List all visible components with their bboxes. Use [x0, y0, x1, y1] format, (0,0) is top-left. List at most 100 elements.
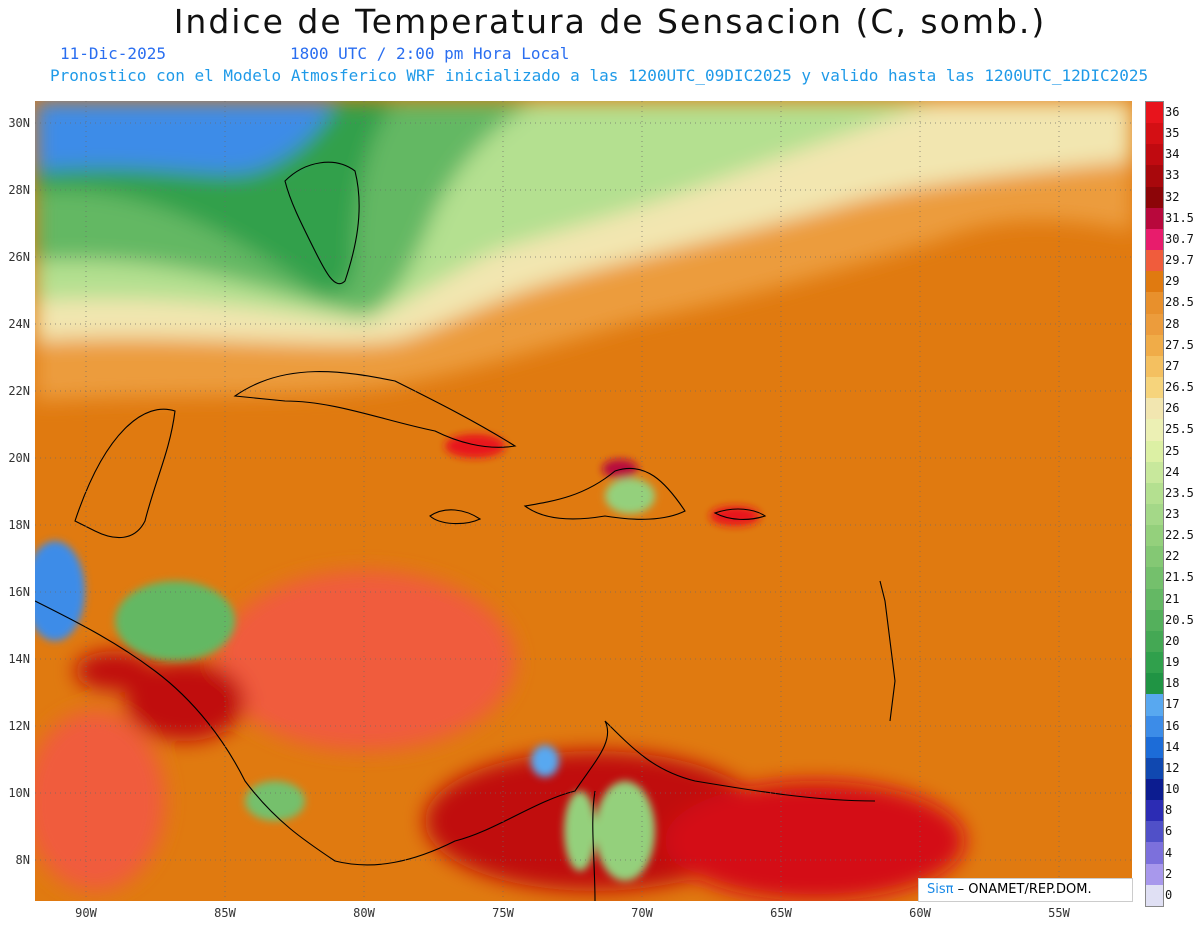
colorbar-label: 36 [1165, 105, 1180, 119]
lon-label: 55W [1048, 906, 1070, 920]
colorbar-label: 31.5 [1165, 210, 1194, 225]
model-info: Pronostico con el Modelo Atmosferico WRF… [50, 66, 1149, 85]
colorbar-swatch [1146, 630, 1163, 653]
lat-label: 14N [8, 652, 30, 666]
credit-sis: Sis [927, 882, 946, 897]
lat-lon-grid [35, 101, 1132, 901]
northern-bands [35, 101, 1132, 401]
colorbar-swatch [1146, 228, 1163, 251]
pi-logo: π [945, 882, 954, 897]
colorbar-swatch [1146, 207, 1163, 229]
lat-label: 10N [8, 786, 30, 800]
colorbar-swatch [1146, 567, 1163, 589]
colorbar-label: 26.5 [1165, 380, 1194, 395]
colorbar-swatch [1146, 271, 1163, 293]
lat-label: 18N [8, 518, 30, 532]
colorbar-swatch [1146, 525, 1163, 547]
colorbar-label: 14 [1165, 739, 1180, 754]
colorbar-label: 8 [1165, 803, 1173, 818]
colorbar-label: 10 [1165, 782, 1180, 797]
colorbar-label: 35 [1165, 126, 1180, 141]
heat-index-map [35, 101, 1132, 901]
colorbar-swatch [1146, 821, 1163, 843]
colorbar-label: 20 [1165, 633, 1180, 648]
colorbar-swatch [1146, 377, 1163, 399]
colorbar-label: 6 [1165, 824, 1173, 839]
coastlines [35, 161, 896, 901]
colorbar-swatch [1146, 673, 1163, 695]
colorbar-swatch [1146, 757, 1163, 779]
lon-label: 70W [631, 906, 653, 920]
colorbar-swatch [1146, 102, 1163, 124]
colorbar-label: 18 [1165, 676, 1180, 691]
lat-label: 16N [8, 585, 30, 599]
colorbar-label: 28.5 [1165, 295, 1194, 310]
colorbar-swatch [1146, 292, 1163, 314]
colorbar-swatch [1146, 546, 1163, 568]
colorbar-label: 30.7 [1165, 231, 1194, 246]
colorbar-swatch [1146, 334, 1163, 356]
colorbar-swatch [1146, 652, 1163, 674]
colorbar-label: 25.5 [1165, 422, 1194, 437]
colorbar-swatch [1146, 800, 1163, 822]
colorbar-swatch [1146, 694, 1163, 716]
highland-areas [35, 434, 760, 881]
colorbar-swatch [1146, 250, 1163, 272]
colorbar-swatch [1146, 863, 1163, 885]
colorbar [1145, 101, 1164, 907]
lat-label: 12N [8, 719, 30, 733]
colorbar-label: 27.5 [1165, 337, 1194, 352]
colorbar-label: 21.5 [1165, 570, 1194, 585]
colorbar-swatch [1146, 842, 1163, 864]
colorbar-swatch [1146, 440, 1163, 462]
colorbar-label: 0 [1165, 887, 1173, 902]
colorbar-swatch [1146, 503, 1163, 526]
colorbar-label: 16 [1165, 718, 1180, 733]
colorbar-label: 33 [1165, 168, 1180, 183]
colorbar-swatch [1146, 884, 1163, 906]
map-field [35, 101, 1132, 901]
colorbar-label: 20.5 [1165, 612, 1194, 627]
lat-label: 20N [8, 451, 30, 465]
colorbar-label: 23.5 [1165, 485, 1194, 500]
colorbar-swatch [1146, 398, 1163, 420]
colorbar-label: 22.5 [1165, 528, 1194, 543]
colorbar-label: 12 [1165, 760, 1180, 775]
lon-label: 75W [492, 906, 514, 920]
lat-label: 8N [15, 853, 30, 867]
colorbar-label: 23 [1165, 507, 1180, 521]
colorbar-label: 28 [1165, 316, 1180, 331]
colorbar-label: 29 [1165, 274, 1180, 289]
colorbar-swatch [1146, 355, 1163, 378]
colorbar-label: 4 [1165, 845, 1173, 860]
hot-patches [35, 571, 965, 901]
credit-text: – ONAMET/REP.DOM. [953, 882, 1092, 897]
colorbar-swatch [1146, 715, 1163, 737]
colorbar-label: 2 [1165, 866, 1173, 881]
credit-box: Sisπ – ONAMET/REP.DOM. [918, 878, 1133, 902]
colorbar-swatch [1146, 461, 1163, 483]
colorbar-label: 17 [1165, 697, 1180, 712]
colorbar-swatch [1146, 419, 1163, 441]
colorbar-label: 21 [1165, 591, 1180, 606]
colorbar-label: 25 [1165, 443, 1180, 458]
lon-label: 85W [214, 906, 236, 920]
colorbar-label: 26 [1165, 401, 1180, 416]
lon-label: 80W [353, 906, 375, 920]
map-title: Indice de Temperatura de Sensacion (C, s… [173, 2, 1047, 41]
colorbar-swatch [1146, 313, 1163, 335]
colorbar-swatch [1146, 588, 1163, 610]
forecast-time: 1800 UTC / 2:00 pm Hora Local [290, 44, 570, 63]
lat-label: 26N [8, 250, 30, 264]
colorbar-label: 34 [1165, 147, 1180, 162]
colorbar-swatch [1146, 609, 1163, 631]
colorbar-swatch [1146, 482, 1163, 504]
colorbar-swatch [1146, 186, 1163, 208]
lat-label: 22N [8, 384, 30, 398]
colorbar-label: 24 [1165, 464, 1180, 479]
lat-label: 28N [8, 183, 30, 197]
lat-label: 30N [8, 116, 30, 130]
lon-label: 60W [909, 906, 931, 920]
lat-label: 24N [8, 317, 30, 331]
lon-label: 90W [75, 906, 97, 920]
